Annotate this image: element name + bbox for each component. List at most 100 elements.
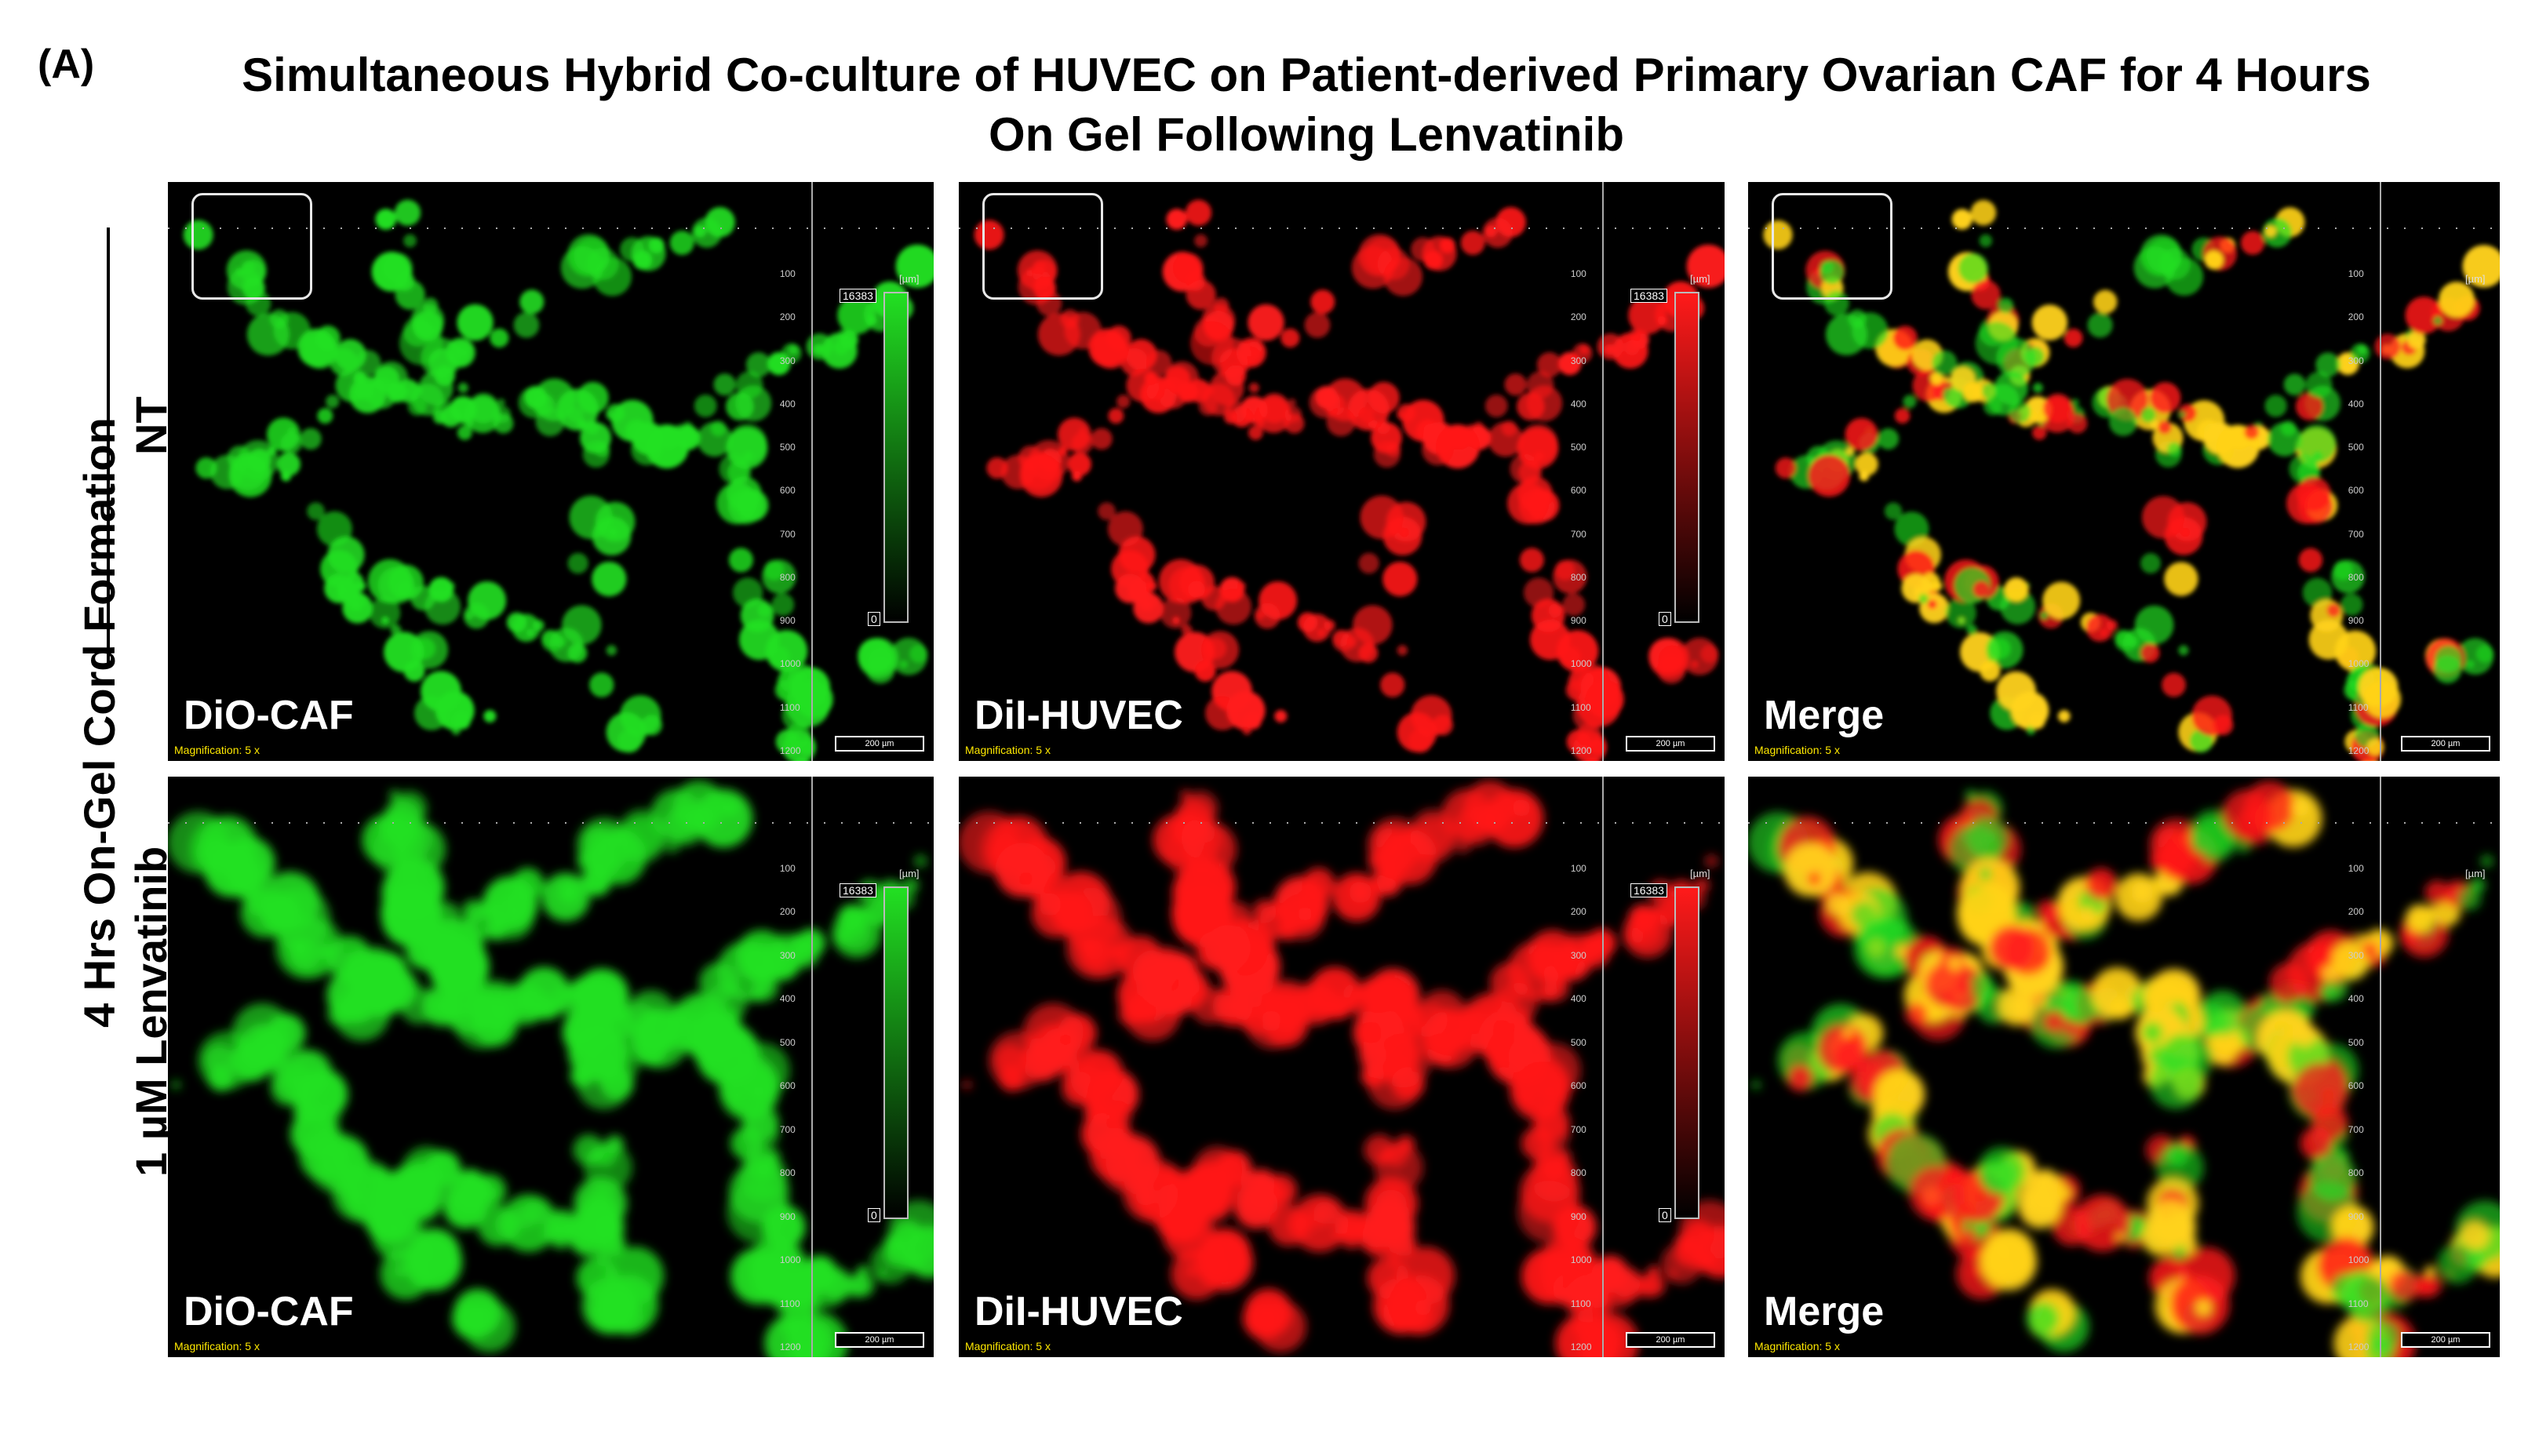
unit-label: [µm] bbox=[1690, 273, 1710, 285]
ruler-tick-label: 1200 bbox=[779, 1341, 801, 1352]
ruler-tick-label: 600 bbox=[2348, 1080, 2364, 1092]
fluorescence-image bbox=[183, 199, 934, 761]
colorbar-max-label: 16383 bbox=[1630, 289, 1667, 303]
ruler-tick-label: 700 bbox=[1570, 528, 1586, 540]
ruler-tick-label: 900 bbox=[1570, 1210, 1586, 1222]
row-divider-top bbox=[107, 228, 110, 667]
ruler-tick-label: 1100 bbox=[779, 701, 800, 713]
ruler-tick-label: 1000 bbox=[779, 658, 801, 670]
micrograph-nt-red: 100 200 300 400 500 600 700 800 900 1000 1100 1200 [… bbox=[959, 182, 1725, 761]
ruler-tick-label: 900 bbox=[1570, 615, 1586, 627]
channel-label-red: DiI-HUVEC bbox=[974, 1289, 1183, 1334]
ruler-horizontal bbox=[1748, 228, 2500, 229]
ruler-tick-label: 300 bbox=[1570, 355, 1586, 366]
ruler-tick-label: 1100 bbox=[2348, 1298, 2369, 1309]
ruler-tick-label: 400 bbox=[2348, 993, 2364, 1005]
scale-bar: 200 µm bbox=[1626, 1332, 1715, 1348]
ruler-vertical bbox=[810, 182, 813, 761]
ruler-tick-label: 300 bbox=[2348, 949, 2364, 961]
intensity-colorbar bbox=[1674, 292, 1699, 623]
ruler-tick-label: 1200 bbox=[1570, 1341, 1592, 1352]
ruler-tick-label: 300 bbox=[1570, 949, 1586, 961]
fluorescence-image bbox=[168, 780, 934, 1357]
ruler-tick-label: 200 bbox=[779, 311, 796, 323]
ruler-tick-label: 900 bbox=[2348, 615, 2364, 627]
channel-label-green: DiO-CAF bbox=[184, 693, 354, 738]
ruler-tick-label: 1200 bbox=[2348, 745, 2370, 756]
ruler-tick-label: 800 bbox=[779, 1167, 796, 1179]
ruler-tick-label: 1200 bbox=[779, 745, 801, 756]
ruler-vertical bbox=[1601, 182, 1604, 761]
ruler-horizontal bbox=[959, 228, 1725, 229]
ruler-tick-label: 900 bbox=[2348, 1210, 2364, 1222]
ruler-tick-label: 100 bbox=[1570, 863, 1586, 874]
micrograph-nt-merge: 100 200 300 400 500 600 700 800 900 1000 1100 1200 [… bbox=[1748, 182, 2500, 761]
ruler-horizontal bbox=[1748, 822, 2500, 824]
channel-label-red: DiI-HUVEC bbox=[974, 693, 1183, 738]
fluorescence-image bbox=[1763, 199, 2500, 761]
unit-label: [µm] bbox=[2465, 273, 2486, 285]
magnification-label: Magnification: 5 x bbox=[965, 1340, 1051, 1352]
figure-title-line1: Simultaneous Hybrid Co-culture of HUVEC … bbox=[242, 49, 2371, 101]
ruler-tick-label: 500 bbox=[1570, 1036, 1586, 1048]
region-of-interest-box bbox=[1772, 193, 1892, 300]
colorbar-max-label: 16383 bbox=[1630, 883, 1667, 897]
figure-title-line2: On Gel Following Lenvatinib bbox=[989, 108, 1624, 161]
intensity-colorbar bbox=[1674, 886, 1699, 1219]
ruler-tick-label: 200 bbox=[1570, 906, 1586, 918]
intensity-colorbar bbox=[883, 292, 909, 623]
ruler-horizontal bbox=[168, 228, 934, 229]
micrograph-lenvatinib-green: 100 200 300 400 500 600 700 800 900 1000 1100 1200 [… bbox=[168, 777, 934, 1357]
ruler-tick-label: 1000 bbox=[779, 1254, 801, 1266]
ruler-tick-label: 600 bbox=[1570, 485, 1586, 497]
channel-label-merge: Merge bbox=[1764, 1289, 1885, 1334]
ruler-tick-label: 100 bbox=[779, 268, 796, 279]
micrograph-nt-green: 100 200 300 400 500 600 700 800 900 1000 1100 1200 [… bbox=[168, 182, 934, 761]
ruler-vertical bbox=[2379, 777, 2381, 1357]
ruler-vertical bbox=[810, 777, 813, 1357]
scale-bar: 200 µm bbox=[2401, 736, 2490, 752]
colorbar-min-label: 0 bbox=[868, 1208, 880, 1222]
scale-bar: 200 µm bbox=[835, 736, 924, 752]
ruler-tick-label: 1000 bbox=[2348, 1254, 2370, 1266]
ruler-tick-label: 400 bbox=[779, 398, 796, 410]
ruler-tick-label: 400 bbox=[2348, 398, 2364, 410]
ruler-tick-label: 300 bbox=[779, 355, 796, 366]
unit-label: [µm] bbox=[1690, 868, 1710, 879]
fluorescence-image bbox=[1748, 781, 2500, 1357]
ruler-tick-label: 500 bbox=[779, 1036, 796, 1048]
magnification-label: Magnification: 5 x bbox=[174, 744, 260, 756]
fluorescence-image bbox=[974, 199, 1725, 761]
magnification-label: Magnification: 5 x bbox=[1754, 744, 1840, 756]
ruler-tick-label: 800 bbox=[2348, 1167, 2364, 1179]
ruler-tick-label: 1100 bbox=[779, 1298, 800, 1309]
ruler-tick-label: 700 bbox=[1570, 1123, 1586, 1135]
ruler-tick-label: 200 bbox=[2348, 311, 2364, 323]
channel-label-merge: Merge bbox=[1764, 693, 1885, 738]
ruler-vertical bbox=[1601, 777, 1604, 1357]
ruler-tick-label: 600 bbox=[779, 485, 796, 497]
ruler-tick-label: 500 bbox=[1570, 442, 1586, 453]
ruler-tick-label: 500 bbox=[779, 442, 796, 453]
ruler-tick-label: 1000 bbox=[1570, 658, 1592, 670]
ruler-tick-label: 1200 bbox=[1570, 745, 1592, 756]
scale-bar: 200 µm bbox=[835, 1332, 924, 1348]
micrograph-lenvatinib-merge: 100 200 300 400 500 600 700 800 900 1000 1100 1200 [… bbox=[1748, 777, 2500, 1357]
colorbar-max-label: 16383 bbox=[840, 883, 876, 897]
ruler-tick-label: 400 bbox=[1570, 993, 1586, 1005]
ruler-tick-label: 800 bbox=[2348, 571, 2364, 583]
colorbar-min-label: 0 bbox=[1659, 1208, 1671, 1222]
ruler-tick-label: 600 bbox=[1570, 1080, 1586, 1092]
colorbar-max-label: 16383 bbox=[840, 289, 876, 303]
ruler-tick-label: 400 bbox=[1570, 398, 1586, 410]
ruler-tick-label: 700 bbox=[2348, 1123, 2364, 1135]
ruler-vertical bbox=[2379, 182, 2381, 761]
ruler-horizontal bbox=[959, 822, 1725, 824]
scale-bar: 200 µm bbox=[2401, 1332, 2490, 1348]
channel-label-green: DiO-CAF bbox=[184, 1289, 354, 1334]
ruler-tick-label: 800 bbox=[1570, 1167, 1586, 1179]
ruler-tick-label: 900 bbox=[779, 615, 796, 627]
unit-label: [µm] bbox=[899, 273, 920, 285]
ruler-tick-label: 700 bbox=[779, 528, 796, 540]
ruler-tick-label: 600 bbox=[779, 1080, 796, 1092]
